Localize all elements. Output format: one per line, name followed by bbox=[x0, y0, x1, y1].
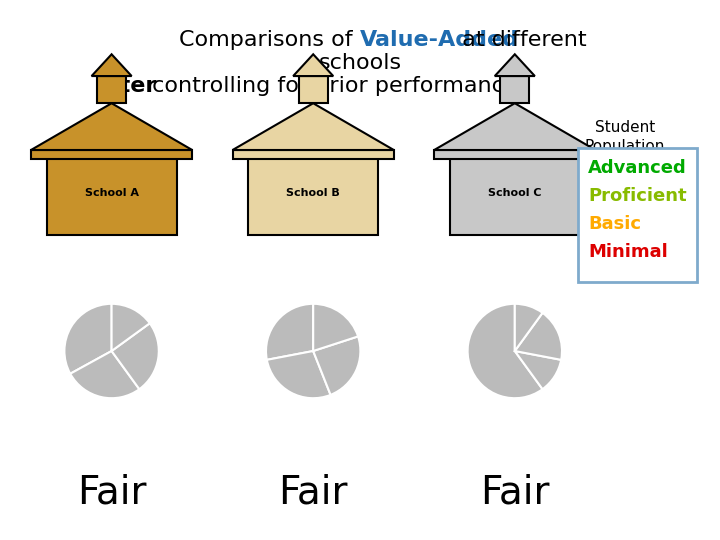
Text: School A: School A bbox=[85, 187, 138, 198]
Text: Fair: Fair bbox=[279, 474, 348, 512]
Bar bbox=[248, 150, 378, 235]
Text: schools: schools bbox=[318, 53, 402, 73]
Wedge shape bbox=[71, 351, 140, 398]
Bar bbox=[233, 150, 394, 159]
Wedge shape bbox=[515, 313, 562, 360]
Bar bbox=[47, 150, 176, 235]
Text: Student
Population: Student Population bbox=[585, 120, 665, 153]
Text: Value-Added: Value-Added bbox=[360, 30, 519, 50]
Text: Proficient: Proficient bbox=[588, 187, 687, 205]
Wedge shape bbox=[112, 304, 150, 351]
Wedge shape bbox=[64, 304, 112, 374]
Text: Fair: Fair bbox=[480, 474, 549, 512]
Bar bbox=[450, 150, 580, 235]
Polygon shape bbox=[293, 55, 333, 76]
Polygon shape bbox=[233, 103, 394, 150]
FancyBboxPatch shape bbox=[578, 148, 697, 282]
Wedge shape bbox=[467, 304, 543, 398]
Wedge shape bbox=[515, 351, 561, 389]
Polygon shape bbox=[91, 55, 132, 76]
Text: Advanced: Advanced bbox=[588, 159, 687, 177]
Bar bbox=[97, 76, 126, 103]
Bar bbox=[31, 150, 192, 159]
Text: School C: School C bbox=[488, 187, 541, 198]
Wedge shape bbox=[267, 351, 330, 398]
Bar bbox=[434, 150, 595, 159]
Text: School B: School B bbox=[287, 187, 340, 198]
Text: after: after bbox=[95, 76, 156, 96]
Wedge shape bbox=[313, 304, 358, 351]
Wedge shape bbox=[112, 323, 159, 389]
Text: Comparisons of: Comparisons of bbox=[179, 30, 360, 50]
Wedge shape bbox=[313, 336, 361, 395]
Bar bbox=[299, 76, 328, 103]
Wedge shape bbox=[515, 304, 543, 351]
Wedge shape bbox=[266, 304, 313, 360]
Polygon shape bbox=[31, 103, 192, 150]
Polygon shape bbox=[434, 103, 595, 150]
Text: Basic: Basic bbox=[588, 215, 641, 233]
Bar bbox=[500, 76, 529, 103]
Polygon shape bbox=[495, 55, 535, 76]
Text: Minimal: Minimal bbox=[588, 243, 667, 261]
Text: Fair: Fair bbox=[77, 474, 146, 512]
Text: at different: at different bbox=[455, 30, 587, 50]
Text: controlling for prior performance: controlling for prior performance bbox=[145, 76, 518, 96]
